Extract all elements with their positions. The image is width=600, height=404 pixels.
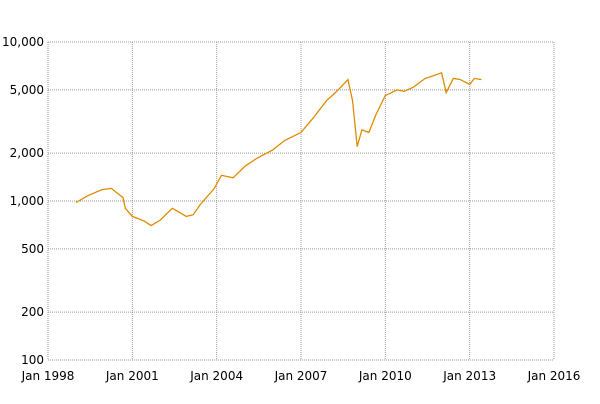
x-tick-label: Jan 2004 [189, 369, 243, 383]
x-tick-label: Jan 2001 [105, 369, 159, 383]
y-tick-label: 500 [21, 242, 44, 256]
x-tick-label: Jan 2013 [442, 369, 496, 383]
x-tick-label: Jan 2010 [358, 369, 412, 383]
y-tick-label: 200 [21, 305, 44, 319]
y-tick-label: 100 [21, 353, 44, 367]
y-tick-label: 10,000 [2, 35, 44, 49]
x-tick-label: Jan 2007 [274, 369, 328, 383]
y-tick-label: 5,000 [10, 83, 44, 97]
x-tick-label: Jan 2016 [527, 369, 581, 383]
x-tick-label: Jan 1998 [21, 369, 75, 383]
y-tick-label: 2,000 [10, 146, 44, 160]
y-tick-label: 1,000 [10, 194, 44, 208]
line [75, 71, 482, 227]
